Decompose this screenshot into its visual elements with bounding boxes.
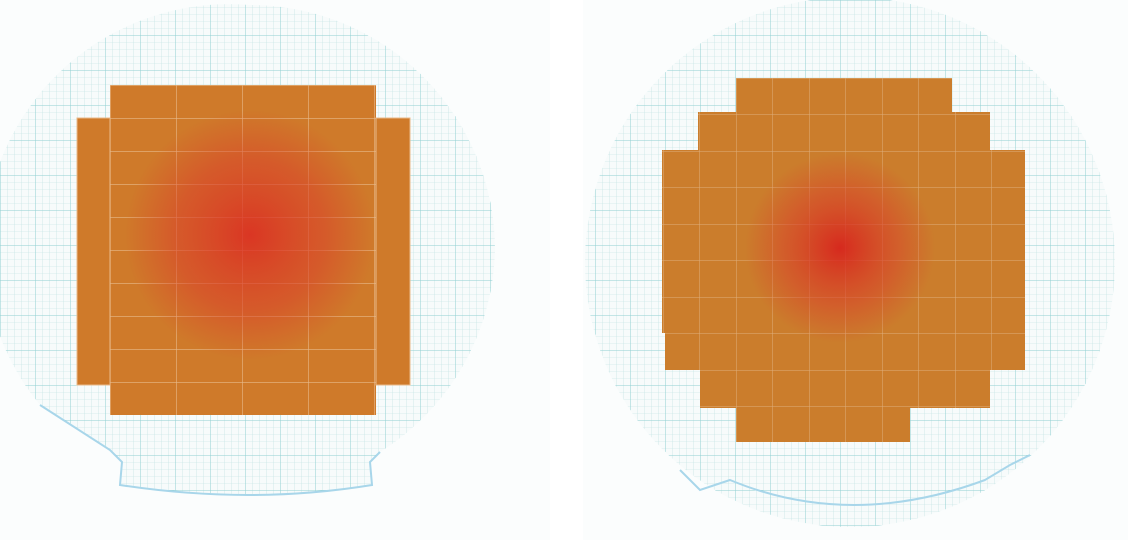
- left-film-tiles: [77, 85, 410, 415]
- photo-pair: [0, 0, 1128, 540]
- right-film-tiles: [662, 78, 1025, 442]
- page: [0, 0, 1128, 540]
